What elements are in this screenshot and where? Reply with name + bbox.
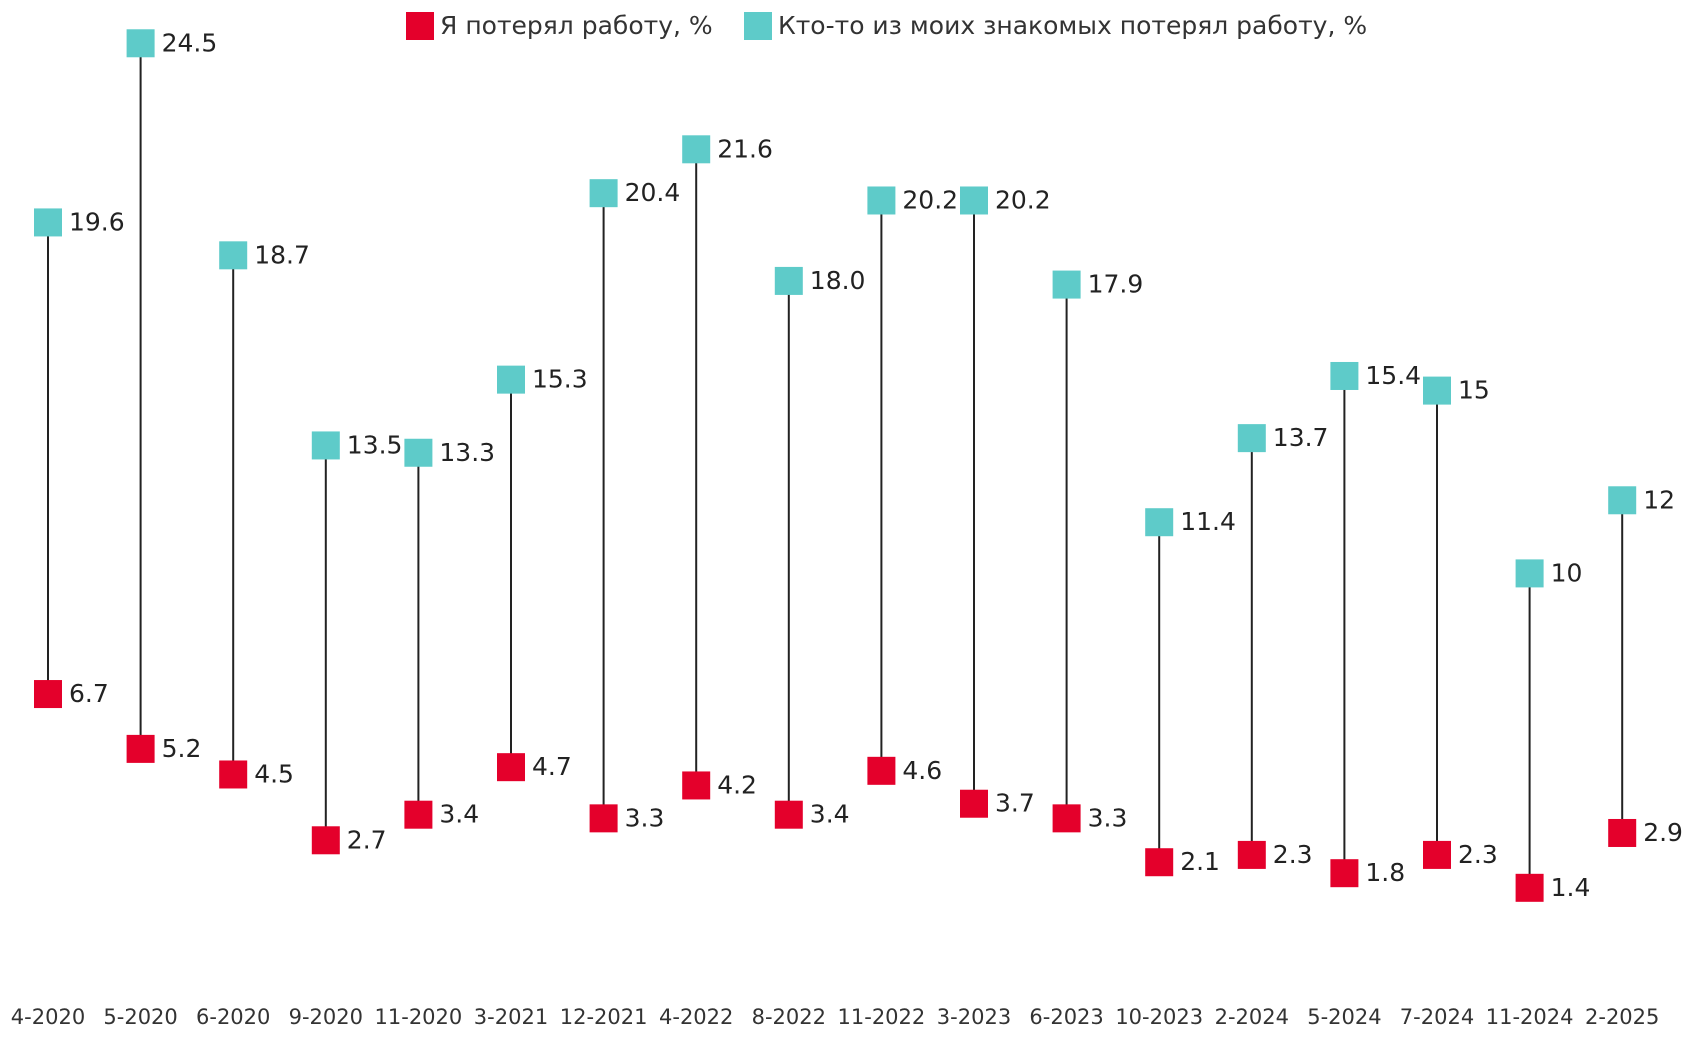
marker [960,186,988,215]
marker [682,771,711,800]
x-tick-label: 2-2025 [1585,1005,1659,1029]
legend-label: Я потерял работу, % [440,11,713,40]
data-label: 4.5 [254,759,294,788]
marker [219,241,248,270]
x-tick-label: 3-2021 [474,1005,548,1029]
marker [219,760,248,789]
data-label: 15 [1458,376,1490,405]
x-tick-label: 2-2024 [1215,1005,1289,1029]
x-tick-label: 12-2021 [560,1005,648,1029]
marker [867,756,896,785]
legend-swatch [744,12,772,40]
marker [404,438,433,467]
marker [1515,559,1544,588]
marker [774,800,803,829]
x-tick-label: 4-2020 [11,1005,85,1029]
x-tick-label: 6-2023 [1029,1005,1103,1029]
marker [34,680,62,709]
x-tick-label: 4-2022 [659,1005,733,1029]
data-label: 3.3 [1088,803,1128,832]
x-tick-label: 11-2020 [375,1005,463,1029]
data-label: 24.5 [162,28,218,57]
marker [1423,376,1451,405]
data-label: 21.6 [717,134,773,163]
marker [311,431,340,460]
marker [34,208,62,237]
data-label: 13.3 [439,438,495,467]
x-tick-label: 3-2023 [937,1005,1011,1029]
x-tick-label: 5-2024 [1307,1005,1381,1029]
data-label: 4.7 [532,752,572,781]
marker [497,753,525,782]
x-tick-label: 6-2020 [196,1005,270,1029]
data-label: 2.9 [1643,818,1683,847]
data-label: 1.8 [1365,858,1405,887]
data-label: 12 [1643,485,1675,514]
data-label: 6.7 [69,679,109,708]
data-label: 3.7 [995,789,1035,818]
marker [1052,804,1081,833]
data-label: 3.3 [625,803,665,832]
data-label: 2.7 [347,825,387,854]
data-label: 4.2 [717,770,757,799]
marker [1330,361,1359,390]
x-tick-label: 11-2022 [838,1005,926,1029]
data-label: 20.2 [902,185,958,214]
legend-swatch [406,12,434,40]
data-label: 1.4 [1551,873,1591,902]
marker [126,734,155,763]
marker [1145,508,1174,537]
x-tick-label: 7-2024 [1400,1005,1474,1029]
data-label: 18.0 [810,266,866,295]
data-label: 15.3 [532,365,588,394]
data-label: 10 [1551,558,1583,587]
x-tick-label: 9-2020 [289,1005,363,1029]
data-label: 15.4 [1365,361,1421,390]
marker [867,186,896,215]
data-label: 2.1 [1180,847,1220,876]
marker [1052,270,1081,299]
data-label: 3.4 [439,800,479,829]
marker [1330,859,1359,888]
legend-label: Кто-то из моих знакомых потерял работу, … [778,11,1367,40]
data-label: 20.2 [995,185,1051,214]
data-label: 13.5 [347,430,403,459]
marker [1515,873,1544,902]
data-label: 5.2 [162,734,202,763]
marker [682,135,711,164]
marker [960,789,988,818]
marker [311,826,340,855]
marker [589,179,618,208]
x-tick-label: 5-2020 [103,1005,177,1029]
marker [589,804,618,833]
marker [404,800,433,829]
marker [1608,818,1637,847]
x-tick-label: 10-2023 [1115,1005,1203,1029]
data-label: 20.4 [625,178,681,207]
marker [1237,424,1266,453]
x-tick-label: 8-2022 [752,1005,826,1029]
data-label: 19.6 [69,207,125,236]
marker [1423,840,1451,869]
data-label: 17.9 [1088,270,1144,299]
marker [774,266,803,295]
data-label: 4.6 [902,756,942,785]
data-label: 2.3 [1458,840,1498,869]
data-label: 18.7 [254,240,310,269]
marker [1145,848,1174,877]
marker [497,365,525,394]
marker [126,29,155,58]
marker [1237,840,1266,869]
data-label: 11.4 [1180,507,1236,536]
marker [1608,486,1637,515]
x-tick-label: 11-2024 [1486,1005,1574,1029]
data-label: 3.4 [810,800,850,829]
data-label: 13.7 [1273,423,1329,452]
data-label: 2.3 [1273,840,1313,869]
